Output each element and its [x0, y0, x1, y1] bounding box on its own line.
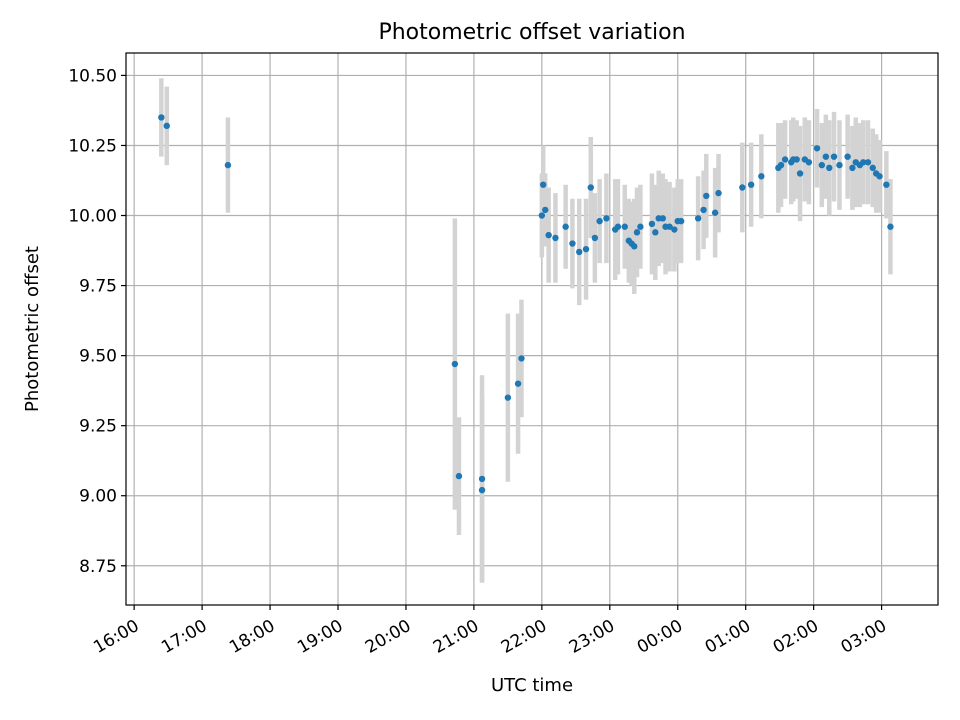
- y-tick-label: 9.00: [79, 487, 117, 507]
- data-point: [514, 380, 522, 387]
- data-point: [163, 122, 170, 130]
- data-point: [631, 243, 638, 250]
- data-point: [836, 161, 843, 169]
- data-point: [700, 206, 707, 214]
- y-tick-label: 10.50: [68, 66, 117, 86]
- data-point: [569, 240, 576, 247]
- data-point: [813, 145, 821, 152]
- data-point: [637, 223, 644, 230]
- data-point: [703, 192, 710, 200]
- chart-title: Photometric offset variation: [378, 20, 685, 45]
- data-point: [158, 114, 165, 121]
- data-point: [591, 234, 599, 242]
- data-point: [694, 215, 702, 222]
- data-point: [652, 229, 659, 236]
- data-point: [540, 181, 547, 188]
- data-point: [576, 248, 583, 256]
- data-point: [587, 184, 594, 191]
- data-point: [621, 223, 628, 230]
- data-point: [666, 223, 673, 230]
- data-point: [876, 173, 883, 180]
- data-point: [224, 161, 232, 169]
- y-tick-label: 10.25: [68, 136, 117, 156]
- data-point: [603, 215, 610, 222]
- data-point: [805, 159, 813, 166]
- data-point: [826, 164, 833, 172]
- data-point: [552, 234, 559, 242]
- data-point: [545, 231, 552, 239]
- data-point: [869, 164, 876, 172]
- data-point: [504, 394, 512, 401]
- data-point: [793, 156, 800, 163]
- data-point: [822, 153, 830, 160]
- y-axis-label: Photometric offset: [22, 246, 43, 412]
- data-point: [451, 360, 459, 368]
- data-point: [659, 215, 667, 222]
- data-point: [849, 164, 856, 172]
- y-axis-ticks: 8.75 9.00 9.25 9.50 9.75 10.00 10.25 10.50: [68, 66, 126, 577]
- data-point: [781, 156, 789, 163]
- data-point: [887, 223, 894, 230]
- data-point: [614, 223, 622, 230]
- data-point: [715, 189, 722, 197]
- data-point: [883, 181, 890, 188]
- data-point: [818, 161, 826, 169]
- data-point: [777, 161, 785, 169]
- data-point: [747, 181, 755, 188]
- data-points: [158, 114, 894, 494]
- data-point: [478, 486, 486, 494]
- data-point: [455, 472, 463, 480]
- data-point: [478, 475, 486, 483]
- x-axis-label: UTC time: [491, 675, 573, 696]
- data-point: [562, 223, 569, 230]
- data-point: [542, 206, 549, 214]
- data-point: [677, 217, 685, 225]
- y-tick-label: 8.75: [79, 557, 117, 577]
- data-point: [671, 226, 678, 233]
- data-point: [864, 159, 872, 166]
- data-point: [830, 153, 838, 160]
- y-tick-label: 9.25: [79, 417, 117, 437]
- data-point: [633, 229, 641, 236]
- data-point: [582, 245, 590, 253]
- y-tick-label: 9.75: [79, 277, 117, 297]
- y-tick-label: 9.50: [79, 347, 117, 367]
- data-point: [648, 220, 656, 228]
- plot-frame: [125, 52, 939, 606]
- data-point: [596, 217, 603, 225]
- data-point: [538, 212, 546, 219]
- y-tick-label: 10.00: [68, 207, 117, 227]
- data-point: [518, 355, 525, 362]
- data-point: [739, 184, 746, 191]
- data-point: [844, 153, 851, 160]
- data-point: [796, 170, 804, 177]
- data-point: [711, 209, 719, 216]
- data-point: [758, 173, 765, 180]
- data-point: [860, 159, 867, 166]
